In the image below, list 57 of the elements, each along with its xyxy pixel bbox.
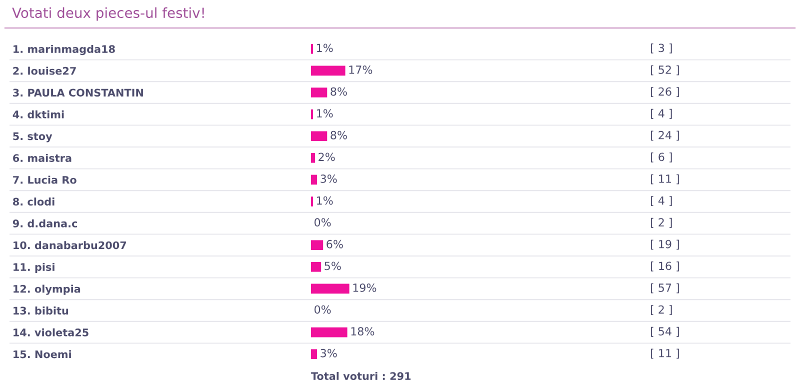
bar: [311, 131, 328, 142]
text: [ 2 ]: [650, 218, 672, 228]
text: [ 57 ]: [650, 283, 679, 294]
bar: [311, 152, 316, 163]
text: [ 24 ]: [650, 130, 679, 141]
text: [ 6 ]: [650, 152, 672, 162]
y-tick-label: 4. dktimi: [12, 110, 64, 118]
y-tick-label: 6. maistra: [13, 154, 72, 162]
bar: [311, 349, 318, 360]
y-tick-label: 12. olympia: [14, 284, 80, 295]
y-tick-label: 3. PAULA CONSTANTIN: [13, 88, 143, 97]
text: [ 19 ]: [650, 240, 679, 250]
data-label: 19%: [353, 284, 376, 292]
y-tick-label: 13. bibitu: [14, 306, 68, 315]
text: [ 16 ]: [650, 262, 679, 272]
bar: [311, 174, 318, 185]
data-label: 8%: [330, 130, 347, 140]
text: [ 11 ]: [650, 348, 679, 359]
data-label: 0%: [314, 218, 331, 227]
bar: [311, 240, 324, 250]
y-tick-label: 8. clodi: [13, 198, 54, 206]
data-label: 8%: [330, 87, 347, 96]
data-label: 1%: [317, 109, 333, 118]
text: [ 52 ]: [650, 65, 679, 76]
text: [ 2 ]: [650, 305, 672, 316]
text: Total voturi : 291: [311, 372, 411, 380]
y-tick-label: 15. Noemi: [14, 350, 71, 358]
y-tick-label: 5. stoy: [13, 132, 52, 142]
bar: [311, 327, 348, 338]
bar: [311, 284, 350, 294]
text: [ 11 ]: [650, 174, 679, 184]
bar: [311, 262, 322, 272]
data-label: 0%: [314, 305, 331, 314]
y-tick-label: 1. marinmagda18: [14, 44, 115, 56]
bar: [311, 66, 346, 76]
text: [ 4 ]: [650, 108, 672, 119]
y-tick-label: 9. d.dana.c: [12, 219, 77, 228]
text: [ 4 ]: [650, 196, 672, 206]
y-tick-label: 7. Lucia Ro: [13, 176, 76, 184]
text: [ 3 ]: [650, 44, 672, 54]
data-label: 3%: [320, 348, 337, 358]
y-tick-label: 2. louise27: [13, 66, 76, 75]
y-tick-label: 10. danabarbu2007: [14, 241, 126, 250]
data-label: 2%: [318, 152, 335, 162]
data-label: 3%: [320, 174, 337, 183]
data-label: 18%: [351, 327, 374, 336]
text: [ 26 ]: [650, 87, 679, 98]
y-tick-label: 11. pisi: [14, 262, 54, 274]
data-label: 1%: [317, 44, 333, 52]
bar: [311, 88, 328, 98]
text: [ 54 ]: [650, 326, 679, 337]
data-label: 17%: [349, 66, 372, 74]
data-label: 5%: [324, 262, 341, 270]
data-label: 6%: [326, 240, 343, 248]
text: Votati deux pieces-ul festiv!: [12, 7, 204, 21]
y-tick-label: 14. violeta25: [14, 328, 88, 336]
data-label: 1%: [317, 196, 333, 205]
